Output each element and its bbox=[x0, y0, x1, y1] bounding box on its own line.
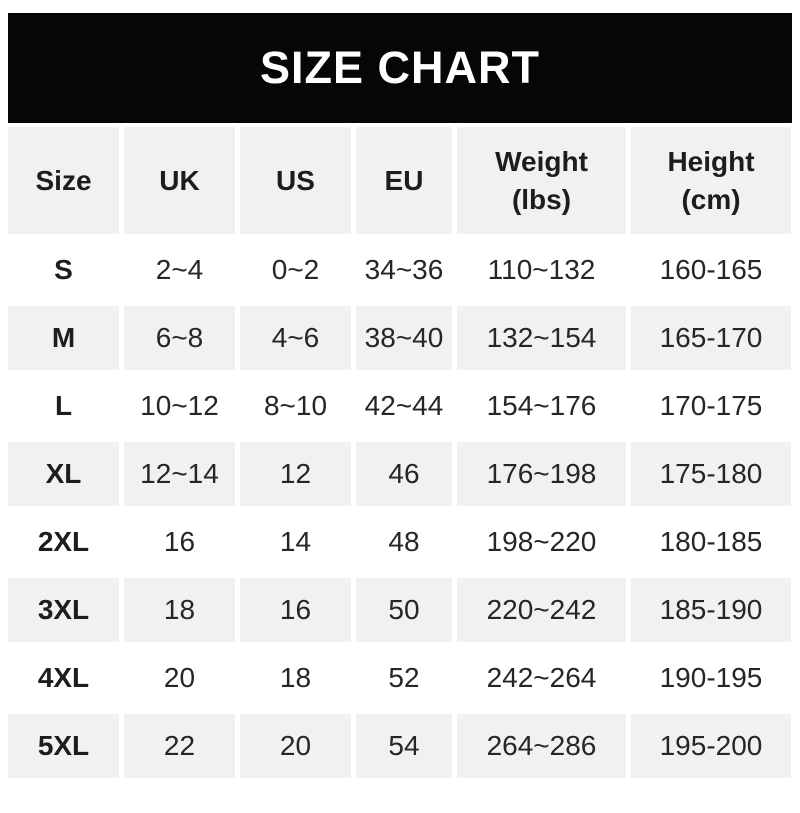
table-row-2xl: 2XL 16 14 48 198~220 180-185 bbox=[8, 510, 791, 574]
cell-weight: 176~198 bbox=[457, 442, 626, 506]
cell-weight: 242~264 bbox=[457, 646, 626, 710]
size-chart-table: Size UK US EU Weight (lbs) Height (cm) bbox=[3, 123, 796, 782]
cell-weight: 198~220 bbox=[457, 510, 626, 574]
cell-us: 0~2 bbox=[240, 238, 351, 302]
cell-us: 20 bbox=[240, 714, 351, 778]
cell-weight: 220~242 bbox=[457, 578, 626, 642]
header-cell-weight: Weight (lbs) bbox=[457, 127, 626, 234]
cell-us: 18 bbox=[240, 646, 351, 710]
header-label-size: Size bbox=[35, 164, 92, 196]
cell-eu: 54 bbox=[356, 714, 452, 778]
cell-size: 2XL bbox=[8, 510, 119, 574]
cell-us: 16 bbox=[240, 578, 351, 642]
cell-us: 14 bbox=[240, 510, 351, 574]
cell-us: 12 bbox=[240, 442, 351, 506]
cell-height: 185-190 bbox=[631, 578, 791, 642]
cell-height: 170-175 bbox=[631, 374, 791, 438]
header-cell-eu: EU bbox=[356, 127, 452, 234]
cell-eu: 52 bbox=[356, 646, 452, 710]
cell-eu: 46 bbox=[356, 442, 452, 506]
cell-size: 3XL bbox=[8, 578, 119, 642]
table-row-4xl: 4XL 20 18 52 242~264 190-195 bbox=[8, 646, 791, 710]
cell-height: 160-165 bbox=[631, 238, 791, 302]
cell-size: L bbox=[8, 374, 119, 438]
table-row-l: L 10~12 8~10 42~44 154~176 170-175 bbox=[8, 374, 791, 438]
cell-size: M bbox=[8, 306, 119, 370]
header-cell-height: Height (cm) bbox=[631, 127, 791, 234]
size-chart-banner: SIZE CHART bbox=[8, 13, 792, 123]
header-label-height: Height bbox=[667, 145, 755, 177]
cell-uk: 18 bbox=[124, 578, 235, 642]
cell-height: 165-170 bbox=[631, 306, 791, 370]
header-label-us: US bbox=[276, 164, 315, 196]
header-label-eu: EU bbox=[384, 164, 424, 196]
cell-height: 195-200 bbox=[631, 714, 791, 778]
cell-size: XL bbox=[8, 442, 119, 506]
cell-uk: 12~14 bbox=[124, 442, 235, 506]
table-row-m: M 6~8 4~6 38~40 132~154 165-170 bbox=[8, 306, 791, 370]
cell-size: 4XL bbox=[8, 646, 119, 710]
cell-uk: 6~8 bbox=[124, 306, 235, 370]
banner-title: SIZE CHART bbox=[260, 42, 540, 93]
cell-eu: 42~44 bbox=[356, 374, 452, 438]
cell-height: 180-185 bbox=[631, 510, 791, 574]
cell-eu: 38~40 bbox=[356, 306, 452, 370]
cell-uk: 10~12 bbox=[124, 374, 235, 438]
cell-eu: 48 bbox=[356, 510, 452, 574]
cell-height: 175-180 bbox=[631, 442, 791, 506]
cell-eu: 34~36 bbox=[356, 238, 452, 302]
cell-eu: 50 bbox=[356, 578, 452, 642]
cell-weight: 264~286 bbox=[457, 714, 626, 778]
table-row-xl: XL 12~14 12 46 176~198 175-180 bbox=[8, 442, 791, 506]
cell-height: 190-195 bbox=[631, 646, 791, 710]
cell-us: 4~6 bbox=[240, 306, 351, 370]
table-row-3xl: 3XL 18 16 50 220~242 185-190 bbox=[8, 578, 791, 642]
header-label-weight: Weight bbox=[495, 145, 588, 177]
cell-uk: 2~4 bbox=[124, 238, 235, 302]
header-cell-uk: UK bbox=[124, 127, 235, 234]
header-sublabel-height: (cm) bbox=[681, 183, 741, 215]
table-row-s: S 2~4 0~2 34~36 110~132 160-165 bbox=[8, 238, 791, 302]
table-header-row: Size UK US EU Weight (lbs) Height (cm) bbox=[8, 127, 791, 234]
cell-us: 8~10 bbox=[240, 374, 351, 438]
header-cell-us: US bbox=[240, 127, 351, 234]
cell-weight: 132~154 bbox=[457, 306, 626, 370]
header-cell-size: Size bbox=[8, 127, 119, 234]
header-label-uk: UK bbox=[159, 164, 200, 196]
cell-uk: 20 bbox=[124, 646, 235, 710]
cell-weight: 154~176 bbox=[457, 374, 626, 438]
cell-size: 5XL bbox=[8, 714, 119, 778]
header-sublabel-weight: (lbs) bbox=[511, 183, 572, 215]
cell-weight: 110~132 bbox=[457, 238, 626, 302]
cell-uk: 16 bbox=[124, 510, 235, 574]
cell-size: S bbox=[8, 238, 119, 302]
table-row-5xl: 5XL 22 20 54 264~286 195-200 bbox=[8, 714, 791, 778]
cell-uk: 22 bbox=[124, 714, 235, 778]
